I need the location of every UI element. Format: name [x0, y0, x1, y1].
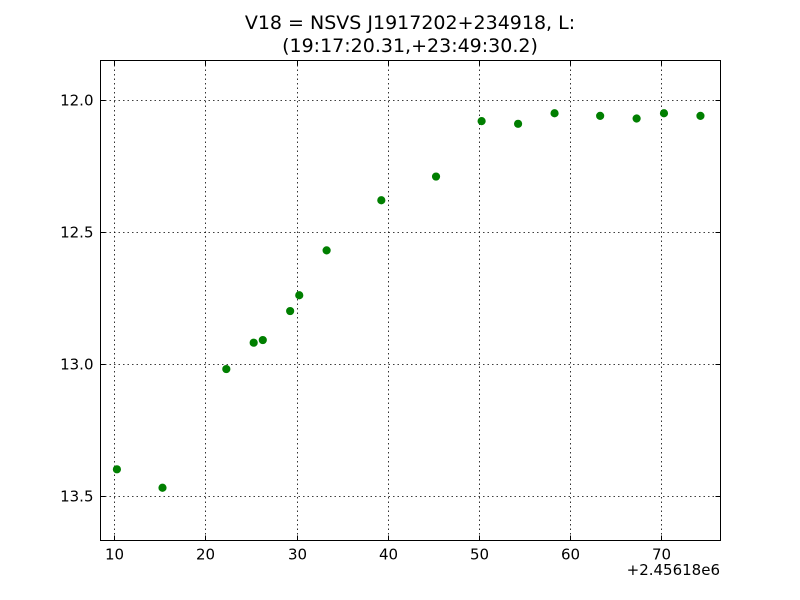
y-tick-label: 12.0: [60, 92, 93, 110]
data-point: [322, 246, 331, 255]
data-point: [286, 306, 295, 316]
x-tick-label: 30: [288, 546, 307, 564]
x-tick-label: 50: [470, 546, 489, 564]
chart-title-line-1: V18 = NSVS J1917202+234918, L:: [245, 12, 575, 34]
plot-frame: [100, 60, 721, 541]
data-point: [249, 338, 258, 347]
data-point: [158, 483, 167, 492]
grid-lines: [100, 60, 721, 541]
y-tick-label: 13.0: [60, 356, 93, 374]
data-point: [222, 364, 231, 374]
data-point: [477, 117, 486, 126]
data-point: [377, 196, 386, 205]
data-point: [431, 172, 441, 181]
data-point: [258, 335, 267, 345]
data-point: [696, 111, 705, 120]
tick-labels: 10 20 30 40 50 60 70 12.0 12.5 13.0 13.5: [60, 92, 671, 564]
chart-title-line-2: (19:17:20.31,+23:49:30.2): [282, 35, 538, 57]
x-tick-label: 40: [379, 546, 398, 564]
data-points: [112, 109, 705, 492]
axis-ticks: [100, 60, 721, 541]
data-point: [295, 291, 304, 300]
data-point: [513, 119, 523, 128]
x-tick-label: 20: [196, 546, 215, 564]
y-tick-label: 13.5: [60, 488, 93, 506]
data-point: [659, 109, 669, 118]
data-point: [112, 465, 122, 474]
data-point: [550, 109, 559, 118]
data-point: [596, 111, 605, 120]
y-tick-label: 12.5: [60, 224, 93, 242]
x-tick-label: 70: [652, 546, 671, 564]
x-tick-label: 10: [105, 546, 124, 564]
x-tick-label: 60: [561, 546, 580, 564]
x-offset-label: +2.45618e6: [627, 561, 720, 579]
data-point: [632, 114, 641, 123]
